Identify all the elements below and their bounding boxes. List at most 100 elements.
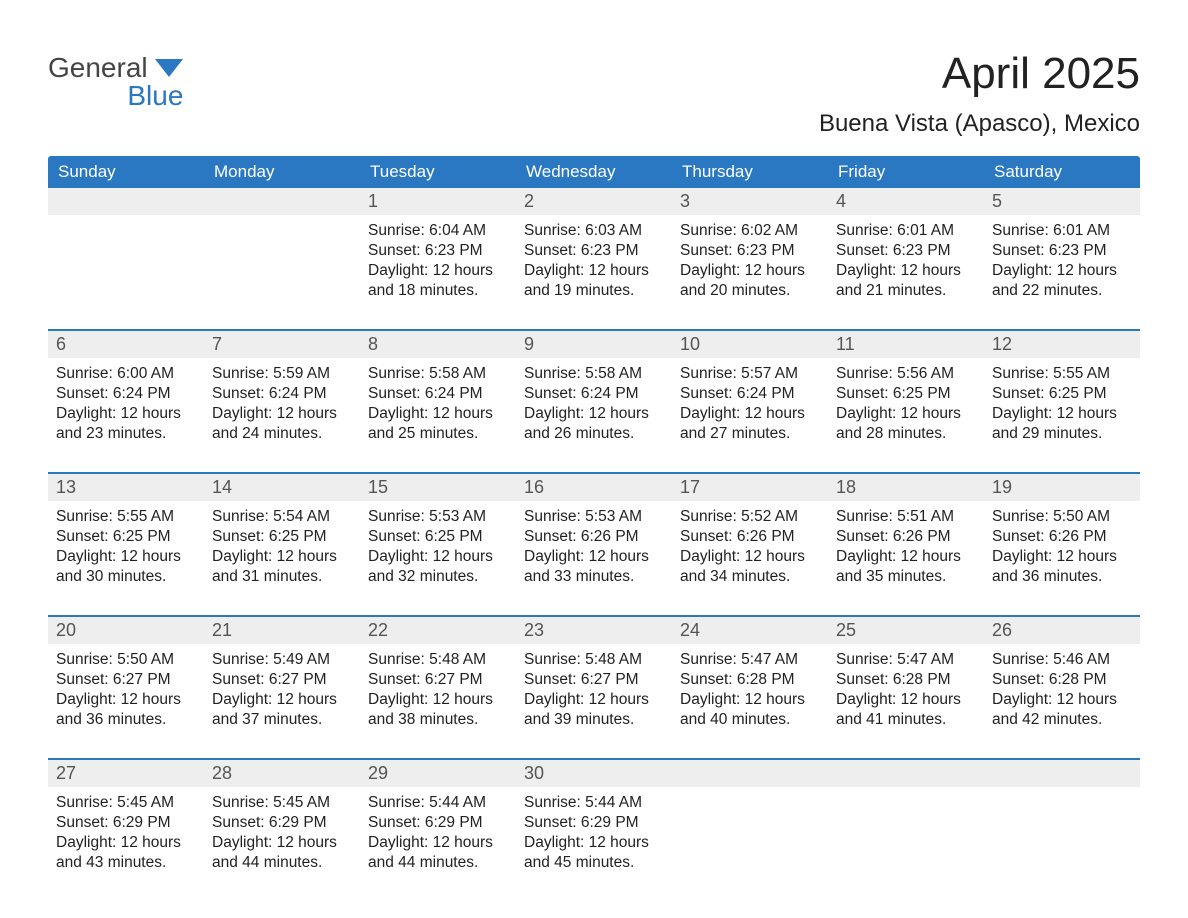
day-number: 6	[48, 331, 204, 358]
day-cell: Sunrise: 5:45 AMSunset: 6:29 PMDaylight:…	[48, 787, 204, 883]
location-subtitle: Buena Vista (Apasco), Mexico	[819, 110, 1140, 138]
day-cell: Sunrise: 5:49 AMSunset: 6:27 PMDaylight:…	[204, 644, 360, 740]
day-sunrise: Sunrise: 5:51 AM	[836, 507, 976, 527]
calendar-week: 27282930Sunrise: 5:45 AMSunset: 6:29 PMD…	[48, 758, 1140, 883]
day-sunset: Sunset: 6:24 PM	[56, 384, 196, 404]
day-sunset: Sunset: 6:29 PM	[56, 813, 196, 833]
day-daylight2: and 27 minutes.	[680, 424, 820, 444]
day-daylight2: and 40 minutes.	[680, 710, 820, 730]
day-daylight2: and 36 minutes.	[992, 567, 1132, 587]
day-cell: Sunrise: 5:48 AMSunset: 6:27 PMDaylight:…	[516, 644, 672, 740]
daynum-row: 27282930	[48, 760, 1140, 787]
day-daylight1: Daylight: 12 hours	[524, 690, 664, 710]
day-daylight2: and 37 minutes.	[212, 710, 352, 730]
day-number	[204, 188, 360, 215]
daynum-row: 12345	[48, 188, 1140, 215]
day-daylight1: Daylight: 12 hours	[212, 833, 352, 853]
day-daylight1: Daylight: 12 hours	[680, 404, 820, 424]
page-title: April 2025	[819, 50, 1140, 98]
day-sunset: Sunset: 6:24 PM	[212, 384, 352, 404]
day-daylight1: Daylight: 12 hours	[212, 690, 352, 710]
day-number: 30	[516, 760, 672, 787]
day-cell: Sunrise: 6:00 AMSunset: 6:24 PMDaylight:…	[48, 358, 204, 454]
weekday-header: Thursday	[672, 156, 828, 188]
day-cell: Sunrise: 5:57 AMSunset: 6:24 PMDaylight:…	[672, 358, 828, 454]
day-number: 29	[360, 760, 516, 787]
day-daylight2: and 42 minutes.	[992, 710, 1132, 730]
day-cell: Sunrise: 5:53 AMSunset: 6:25 PMDaylight:…	[360, 501, 516, 597]
day-number	[828, 760, 984, 787]
day-cell: Sunrise: 5:46 AMSunset: 6:28 PMDaylight:…	[984, 644, 1140, 740]
title-block: April 2025 Buena Vista (Apasco), Mexico	[819, 50, 1140, 138]
day-sunrise: Sunrise: 5:54 AM	[212, 507, 352, 527]
day-daylight2: and 32 minutes.	[368, 567, 508, 587]
day-cell: Sunrise: 5:58 AMSunset: 6:24 PMDaylight:…	[516, 358, 672, 454]
day-number	[672, 760, 828, 787]
day-sunrise: Sunrise: 5:58 AM	[368, 364, 508, 384]
day-daylight2: and 44 minutes.	[368, 853, 508, 873]
day-daylight1: Daylight: 12 hours	[992, 404, 1132, 424]
day-sunset: Sunset: 6:26 PM	[836, 527, 976, 547]
day-daylight2: and 18 minutes.	[368, 281, 508, 301]
calendar-header-row: SundayMondayTuesdayWednesdayThursdayFrid…	[48, 156, 1140, 188]
day-sunset: Sunset: 6:24 PM	[524, 384, 664, 404]
day-sunset: Sunset: 6:29 PM	[368, 813, 508, 833]
day-sunset: Sunset: 6:27 PM	[368, 670, 508, 690]
logo-flag-icon	[155, 59, 183, 77]
day-sunrise: Sunrise: 5:44 AM	[368, 793, 508, 813]
weekday-header: Tuesday	[360, 156, 516, 188]
day-daylight1: Daylight: 12 hours	[836, 404, 976, 424]
day-cell	[204, 215, 360, 311]
day-daylight2: and 34 minutes.	[680, 567, 820, 587]
day-number: 22	[360, 617, 516, 644]
day-sunset: Sunset: 6:28 PM	[836, 670, 976, 690]
day-sunset: Sunset: 6:25 PM	[836, 384, 976, 404]
day-number: 21	[204, 617, 360, 644]
day-daylight2: and 19 minutes.	[524, 281, 664, 301]
day-daylight1: Daylight: 12 hours	[524, 404, 664, 424]
day-cell: Sunrise: 5:59 AMSunset: 6:24 PMDaylight:…	[204, 358, 360, 454]
day-sunset: Sunset: 6:25 PM	[368, 527, 508, 547]
day-sunrise: Sunrise: 5:50 AM	[56, 650, 196, 670]
day-daylight2: and 36 minutes.	[56, 710, 196, 730]
day-sunrise: Sunrise: 6:01 AM	[992, 221, 1132, 241]
day-daylight1: Daylight: 12 hours	[524, 833, 664, 853]
day-number: 25	[828, 617, 984, 644]
daynum-row: 20212223242526	[48, 617, 1140, 644]
day-sunrise: Sunrise: 5:57 AM	[680, 364, 820, 384]
day-daylight1: Daylight: 12 hours	[368, 547, 508, 567]
day-sunset: Sunset: 6:23 PM	[368, 241, 508, 261]
day-sunset: Sunset: 6:25 PM	[56, 527, 196, 547]
weekday-header: Saturday	[984, 156, 1140, 188]
day-sunset: Sunset: 6:24 PM	[368, 384, 508, 404]
day-sunset: Sunset: 6:23 PM	[524, 241, 664, 261]
calendar-week: 6789101112Sunrise: 6:00 AMSunset: 6:24 P…	[48, 329, 1140, 454]
daynum-row: 13141516171819	[48, 474, 1140, 501]
calendar: SundayMondayTuesdayWednesdayThursdayFrid…	[48, 156, 1140, 883]
day-daylight2: and 28 minutes.	[836, 424, 976, 444]
day-cell: Sunrise: 6:01 AMSunset: 6:23 PMDaylight:…	[828, 215, 984, 311]
day-number: 17	[672, 474, 828, 501]
day-number: 3	[672, 188, 828, 215]
day-cell: Sunrise: 5:53 AMSunset: 6:26 PMDaylight:…	[516, 501, 672, 597]
day-sunrise: Sunrise: 5:46 AM	[992, 650, 1132, 670]
header: General Blue April 2025 Buena Vista (Apa…	[48, 50, 1140, 138]
day-cell: Sunrise: 5:51 AMSunset: 6:26 PMDaylight:…	[828, 501, 984, 597]
day-cell: Sunrise: 5:52 AMSunset: 6:26 PMDaylight:…	[672, 501, 828, 597]
logo-text: General Blue	[48, 54, 183, 110]
day-sunrise: Sunrise: 5:48 AM	[368, 650, 508, 670]
weekday-header: Sunday	[48, 156, 204, 188]
day-sunrise: Sunrise: 5:47 AM	[680, 650, 820, 670]
day-sunset: Sunset: 6:29 PM	[524, 813, 664, 833]
day-sunrise: Sunrise: 5:44 AM	[524, 793, 664, 813]
day-number: 7	[204, 331, 360, 358]
day-daylight2: and 44 minutes.	[212, 853, 352, 873]
day-cell: Sunrise: 5:58 AMSunset: 6:24 PMDaylight:…	[360, 358, 516, 454]
day-daylight2: and 23 minutes.	[56, 424, 196, 444]
day-cell	[984, 787, 1140, 883]
day-sunset: Sunset: 6:25 PM	[212, 527, 352, 547]
day-daylight1: Daylight: 12 hours	[212, 404, 352, 424]
day-number: 28	[204, 760, 360, 787]
day-daylight2: and 22 minutes.	[992, 281, 1132, 301]
day-cell: Sunrise: 5:47 AMSunset: 6:28 PMDaylight:…	[828, 644, 984, 740]
